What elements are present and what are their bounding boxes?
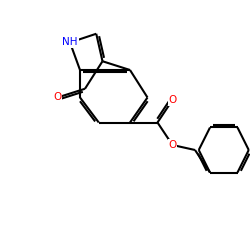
- Text: O: O: [53, 92, 62, 102]
- Text: O: O: [168, 140, 176, 150]
- Text: O: O: [168, 95, 176, 105]
- Text: NH: NH: [62, 38, 78, 48]
